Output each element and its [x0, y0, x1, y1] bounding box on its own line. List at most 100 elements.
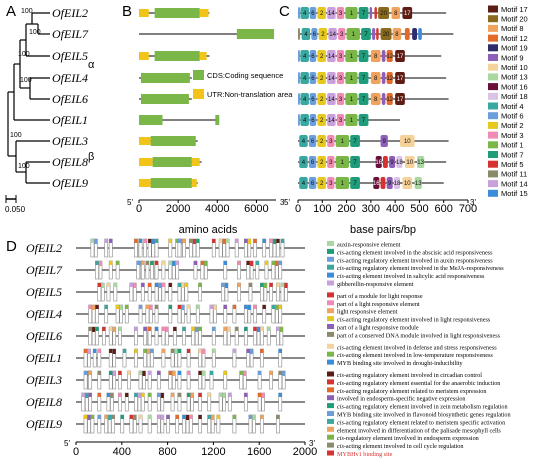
cis-element-top [235, 327, 239, 331]
motif-box-1 [345, 93, 358, 105]
motif-legend-label-19: Motif 19 [501, 44, 528, 53]
cis-element-top [133, 283, 137, 288]
clade-beta: β [88, 151, 94, 163]
cis-element-top [136, 261, 140, 265]
cis-element-top [99, 261, 103, 266]
motif-box-12 [386, 72, 393, 84]
motif-box-9 [389, 156, 396, 168]
cis-element-top [261, 393, 265, 398]
cis-element-top [154, 283, 159, 287]
axis-b-3prime: 3' [280, 198, 286, 207]
cis-legend-label: auxin-responsive element [337, 242, 401, 249]
motif-number-2: 2 [321, 32, 325, 38]
cis-legend-label: cis-acting regulatory element involved i… [337, 404, 508, 411]
cis-element-top [173, 327, 177, 331]
cis-legend-swatch [327, 316, 334, 322]
motif-number-7: 7 [362, 118, 366, 124]
cis-element-top [237, 283, 241, 287]
cis-element-top [189, 415, 193, 419]
cis-element-top [213, 305, 217, 310]
cis-element-top [250, 261, 254, 266]
cis-element-top [232, 349, 237, 353]
gene-label-OfEIL8: OfEIL8 [52, 155, 88, 169]
cis-element-top [279, 327, 283, 332]
motif-legend-swatch-2 [488, 121, 498, 129]
cis-element-top [168, 371, 172, 375]
motif-legend-swatch-5 [488, 160, 498, 168]
motif-legend-swatch-9 [488, 54, 498, 61]
cis-legend-label: cis-acting element involved in cell cycl… [337, 443, 463, 450]
motif-box-14 [328, 28, 337, 40]
motif-box-7 [361, 28, 371, 40]
motif-legend-swatch-12 [488, 34, 498, 42]
cis-element-top [276, 283, 280, 287]
motif-number-13: 13 [417, 160, 424, 166]
motif-number-20: 20 [380, 11, 387, 17]
motif-legend-swatch-16 [488, 83, 498, 91]
cis-element-top [278, 261, 282, 265]
motif-number-3: 3 [339, 118, 343, 124]
cis-legend-swatch [327, 308, 334, 314]
motif-number-12: 12 [386, 97, 393, 103]
cis-element-top [95, 261, 99, 265]
tree-scale-label: 0.050 [5, 205, 26, 214]
gene-label-OfEIL7: OfEIL7 [52, 27, 89, 41]
cis-element-top [104, 415, 108, 419]
cis-element-top [81, 393, 85, 397]
motif-box-14 [327, 50, 336, 62]
cis-element-top [258, 371, 262, 375]
cis-element-top [101, 283, 105, 288]
cds-exon [236, 29, 275, 39]
axis-c-5prime: 5' [284, 198, 290, 207]
motif-legend-label-16: Motif 16 [501, 82, 528, 91]
motif-box-6 [309, 7, 317, 19]
motif-legend-swatch-19 [488, 44, 498, 52]
promoter-gene-label-OfEIL8: OfEIL8 [26, 395, 62, 409]
cis-legend-label: light responsive element [337, 309, 398, 316]
motif-box-12 [386, 50, 393, 62]
cds-exon [154, 51, 200, 61]
cis-element-top [87, 415, 91, 420]
cis-element-top [166, 415, 170, 419]
cis-legend-swatch [327, 324, 334, 329]
motif-box-1 [345, 50, 358, 62]
motif-box-1 [345, 114, 358, 126]
motif-box-9 [381, 50, 386, 62]
motif-box-6 [308, 135, 317, 147]
motif-box-2 [317, 177, 326, 189]
cis-element-top [198, 415, 202, 419]
cis-legend-swatch [327, 411, 334, 416]
cis-legend-swatch [327, 241, 334, 246]
motif-number-1: 1 [341, 181, 345, 187]
utr-region [139, 179, 151, 187]
cis-element-top [212, 239, 216, 243]
cis-element-top [125, 305, 129, 309]
cis-element-top [258, 393, 262, 397]
cis-element-top [138, 239, 143, 243]
motif-box-18 [396, 156, 403, 168]
motif-number-3: 3 [339, 11, 343, 17]
cis-element-top [181, 283, 185, 288]
motif-legend-swatch-3 [488, 131, 498, 139]
cis-element-top [187, 305, 191, 309]
motif-box-20 [380, 28, 392, 40]
utr-region [199, 9, 209, 17]
cis-legend-label: cis-acting element involved in the absci… [337, 249, 493, 256]
cis-element-top [263, 283, 267, 288]
cis-element-top [104, 239, 108, 243]
cis-element-top [97, 371, 101, 375]
motif-number-14: 14 [328, 76, 335, 82]
motif-number-8: 8 [374, 76, 378, 82]
cis-element-top [148, 393, 152, 397]
motif-number-3: 3 [339, 54, 343, 60]
cds-exon [139, 115, 163, 125]
cis-element-top [269, 371, 273, 375]
cis-element-top [271, 305, 275, 309]
motif-box-3 [338, 28, 346, 40]
cis-element-top [97, 393, 101, 397]
cis-legend-swatch [327, 292, 334, 298]
cis-element-top [88, 327, 92, 331]
utr-region [139, 9, 149, 17]
promoter-gene-label-OfEIL5: OfEIL5 [26, 285, 62, 299]
cis-legend-label: cis-acting regulatory element essential … [337, 380, 500, 387]
